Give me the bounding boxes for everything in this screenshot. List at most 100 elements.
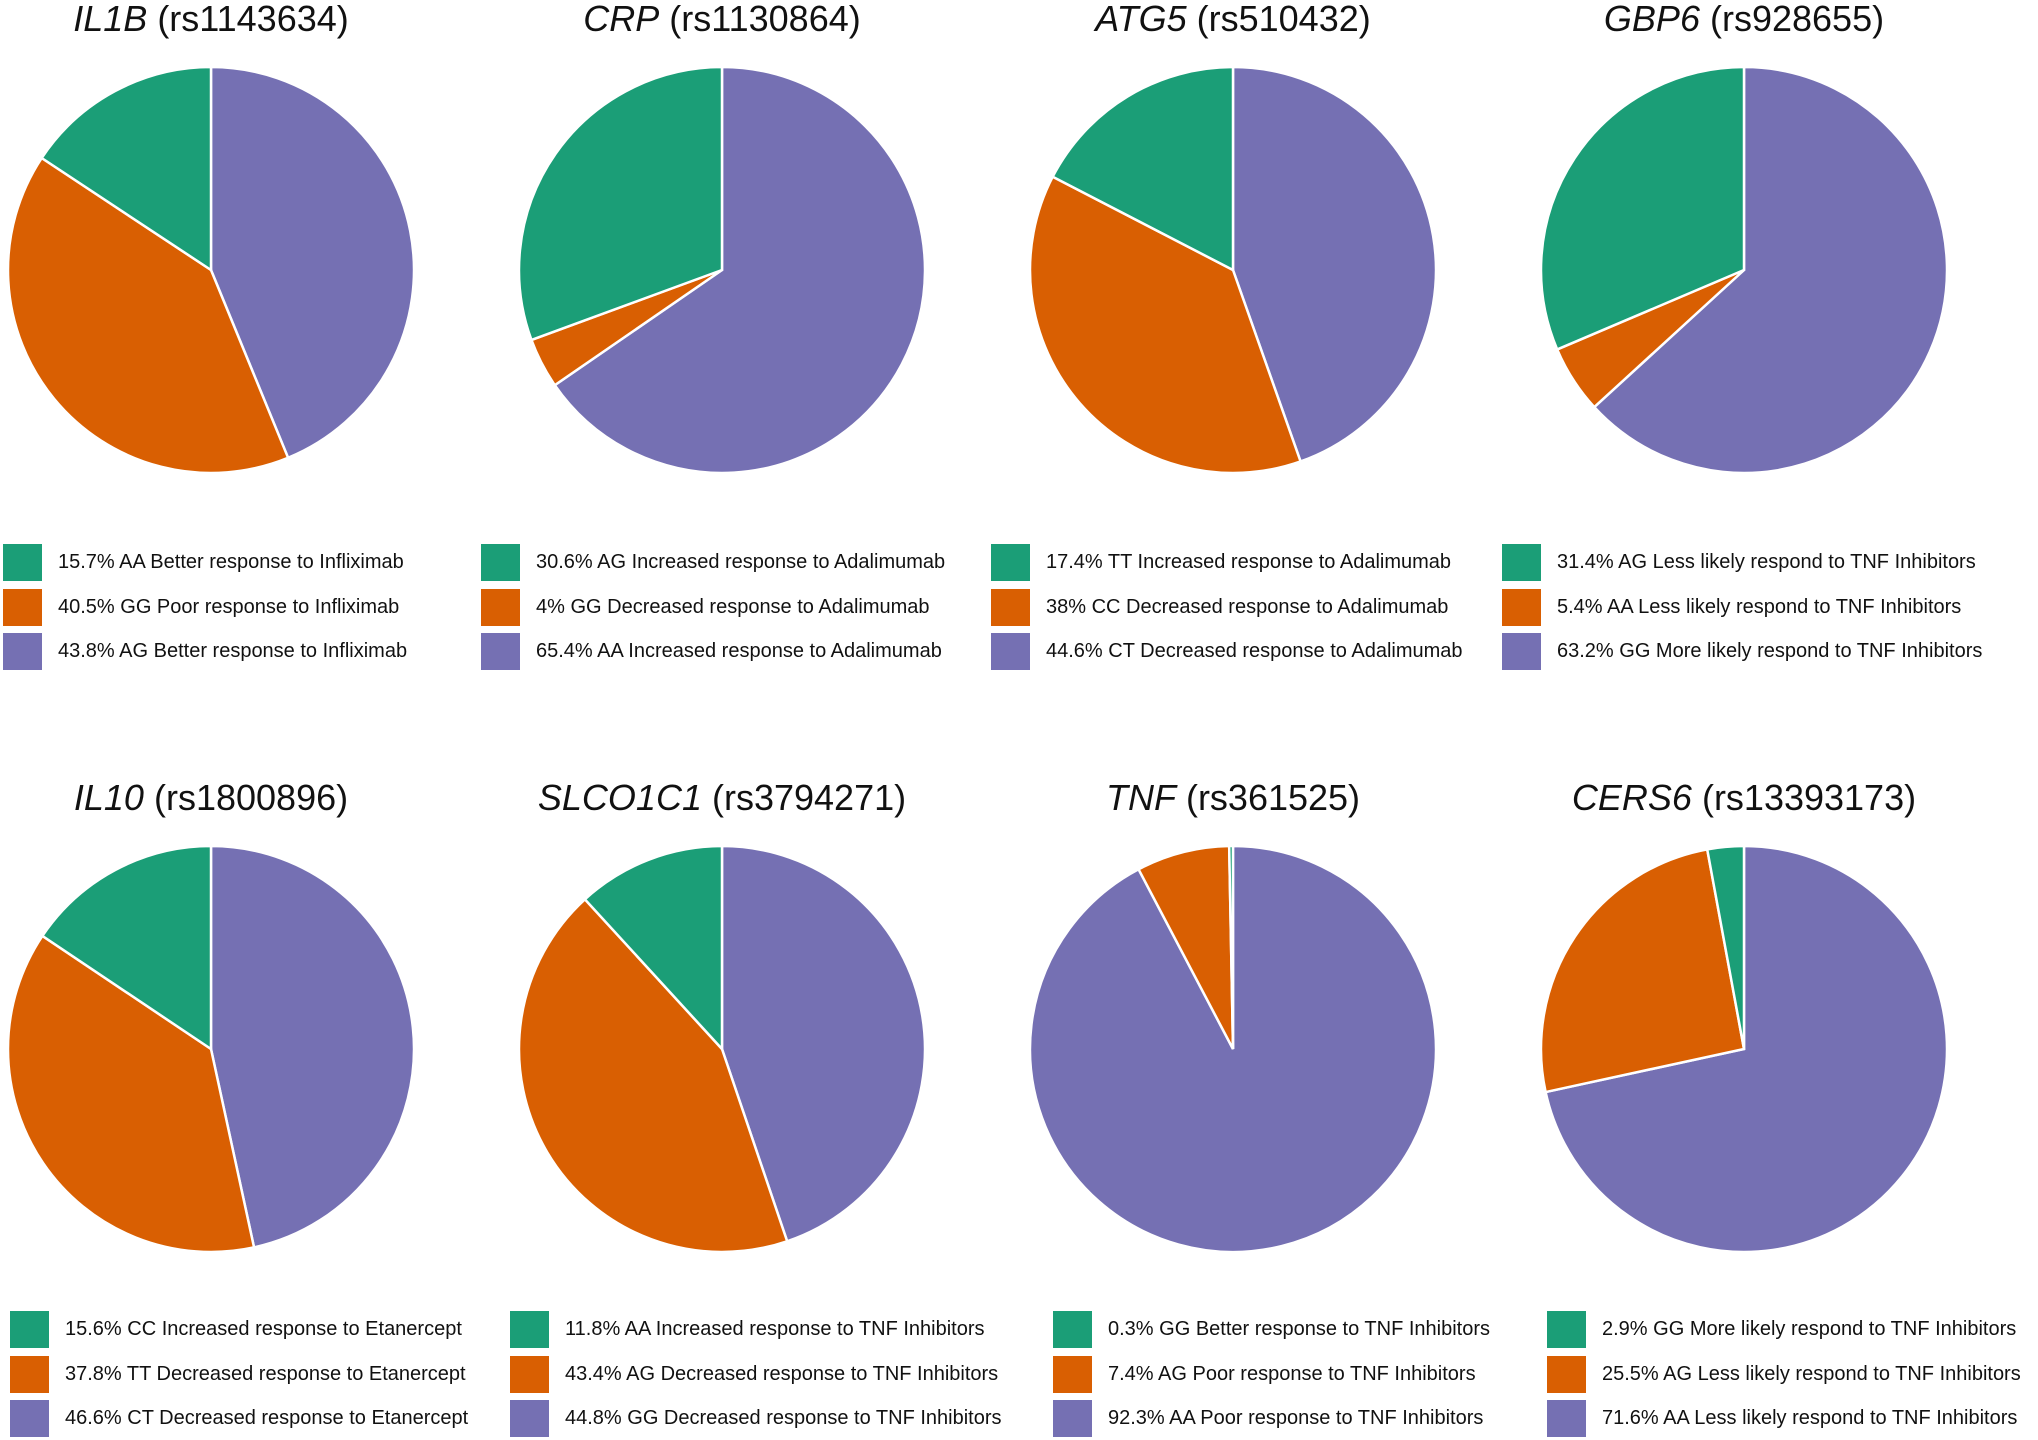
legend-swatch bbox=[991, 633, 1030, 670]
legend-label: 15.7% AA Better response to Infliximab bbox=[58, 551, 404, 573]
pie-slice bbox=[6, 934, 256, 1254]
pie-slice bbox=[1592, 65, 1949, 475]
snp-id: (rs1143634) bbox=[157, 0, 349, 39]
legend-item: 44.8% GG Decreased response to TNF Inhib… bbox=[510, 1400, 1002, 1437]
legend-label: 43.4% AG Decreased response to TNF Inhib… bbox=[565, 1362, 999, 1385]
pie-slice bbox=[583, 844, 724, 1053]
legend-swatch bbox=[991, 544, 1030, 581]
legend-item: 92.3% AA Poor response to TNF Inhibitors bbox=[1053, 1400, 1483, 1437]
legend-item: 31.4% AG Less likely respond to TNF Inhi… bbox=[1502, 544, 1976, 581]
legend-label: 0.3% GG Better response to TNF Inhibitor… bbox=[1108, 1318, 1491, 1340]
legend-item: 65.4% AA Increased response to Adalimuma… bbox=[481, 633, 942, 670]
snp-id: (rs1800896) bbox=[153, 777, 349, 818]
pie-slice bbox=[1051, 65, 1235, 273]
legend-label: 11.8% AA Increased response to TNF Inhib… bbox=[565, 1318, 985, 1340]
pie-slice bbox=[1227, 844, 1235, 1050]
legend-swatch bbox=[1053, 1400, 1092, 1437]
pie-panel-atg5: ATG5 (rs510432) 17.4% TT Increased respon… bbox=[0, 0, 1463, 720]
legend-label: 31.4% AG Less likely respond to TNF Inhi… bbox=[1557, 551, 1976, 573]
chart-title: CERS6 (rs13393173) bbox=[1533, 777, 1955, 819]
legend-label: 4% GG Decreased response to Adalimumab bbox=[536, 595, 930, 618]
pie-slice bbox=[1544, 844, 1949, 1254]
legend-label: 65.4% AA Increased response to Adalimuma… bbox=[536, 640, 942, 662]
legend-swatch bbox=[510, 1400, 549, 1437]
legend-item: 63.2% GG More likely respond to TNF Inhi… bbox=[1502, 633, 1982, 670]
pie-slice bbox=[6, 156, 290, 475]
pie-slice bbox=[720, 844, 927, 1243]
legend-label: 5.4% AA Less likely respond to TNF Inhib… bbox=[1557, 595, 1962, 618]
chart-title: IL1B (rs1143634) bbox=[0, 0, 422, 40]
legend-swatch bbox=[1053, 1311, 1092, 1348]
legend-swatch bbox=[1547, 1311, 1586, 1348]
pie-panel-il1b: IL1B (rs1143634) 15.7% AA Better response… bbox=[0, 0, 510, 720]
legend-label: 25.5% AG Less likely respond to TNF Inhi… bbox=[1602, 1362, 2021, 1385]
legend-swatch bbox=[1502, 544, 1541, 581]
pie-panel-crp: CRP (rs1130864) 30.6% AG Increased respon… bbox=[0, 0, 945, 720]
pie-slice bbox=[40, 844, 213, 1052]
legend-item: 37.8% TT Decreased response to Etanercep… bbox=[10, 1355, 466, 1393]
gene-name: TNF bbox=[1105, 777, 1176, 818]
legend-item: 30.6% AG Increased response to Adalimuma… bbox=[481, 544, 945, 581]
snp-id: (rs1130864) bbox=[669, 0, 861, 39]
legend-swatch bbox=[1053, 1355, 1092, 1393]
legend-item: 0.3% GG Better response to TNF Inhibitor… bbox=[1053, 1311, 1490, 1348]
pie-chart bbox=[6, 65, 416, 475]
legend-swatch bbox=[3, 544, 42, 581]
pie-panel-slco1c1: SLCO1C1 (rs3794271) 11.8% AA Increased re… bbox=[0, 0, 1002, 1437]
legend-swatch bbox=[481, 633, 520, 670]
pie-slice bbox=[517, 897, 789, 1254]
legend-swatch bbox=[10, 1311, 49, 1348]
legend-item: 71.6% AA Less likely respond to TNF Inhi… bbox=[1547, 1400, 2017, 1437]
pie-chart bbox=[517, 65, 927, 475]
pie-slice bbox=[1028, 175, 1303, 475]
pie-panel-gbp6: GBP6 (rs928655) 31.4% AG Less likely resp… bbox=[0, 0, 1982, 720]
legend-item: 11.8% AA Increased response to TNF Inhib… bbox=[510, 1311, 985, 1348]
legend-label: 63.2% GG More likely respond to TNF Inhi… bbox=[1557, 640, 1983, 662]
chart-title: CRP (rs1130864) bbox=[511, 0, 933, 40]
pie-slice bbox=[1231, 65, 1438, 464]
legend-swatch bbox=[3, 588, 42, 626]
snp-id: (rs510432) bbox=[1196, 0, 1371, 39]
legend-swatch bbox=[1547, 1355, 1586, 1393]
legend-swatch bbox=[10, 1400, 49, 1437]
legend-swatch bbox=[10, 1355, 49, 1393]
gene-name: CERS6 bbox=[1571, 777, 1692, 818]
legend-item: 44.6% CT Decreased response to Adalimuma… bbox=[991, 633, 1463, 670]
gene-name: IL10 bbox=[73, 777, 144, 818]
legend-label: 38% CC Decreased response to Adalimumab bbox=[1046, 595, 1449, 618]
pie-chart bbox=[6, 844, 416, 1254]
chart-title: ATG5 (rs510432) bbox=[1022, 0, 1444, 40]
legend-item: 5.4% AA Less likely respond to TNF Inhib… bbox=[1502, 588, 1962, 626]
pie-chart bbox=[517, 844, 927, 1254]
pie-slice bbox=[1539, 65, 1746, 352]
legend-label: 44.8% GG Decreased response to TNF Inhib… bbox=[565, 1407, 1002, 1429]
pie-slice bbox=[1539, 847, 1746, 1094]
legend-item: 38% CC Decreased response to Adalimumab bbox=[991, 588, 1449, 626]
legend-label: 46.6% CT Decreased response to Etanercep… bbox=[65, 1407, 469, 1429]
legend-label: 30.6% AG Increased response to Adalimuma… bbox=[536, 551, 946, 573]
legend-label: 7.4% AG Poor response to TNF Inhibitors bbox=[1108, 1362, 1476, 1385]
legend-item: 2.9% GG More likely respond to TNF Inhib… bbox=[1547, 1311, 2016, 1348]
legend-item: 17.4% TT Increased response to Adalimuma… bbox=[991, 544, 1451, 581]
gene-name: IL1B bbox=[73, 0, 148, 39]
legend-item: 40.5% GG Poor response to Infliximab bbox=[3, 588, 400, 626]
gene-name: GBP6 bbox=[1603, 0, 1700, 39]
pie-chart bbox=[1539, 844, 1949, 1254]
legend-swatch bbox=[1547, 1400, 1586, 1437]
pie-panel-tnf: TNF (rs361525) 0.3% GG Better response to… bbox=[0, 0, 1490, 1437]
legend-label: 40.5% GG Poor response to Infliximab bbox=[58, 595, 400, 618]
legend-swatch bbox=[3, 633, 42, 670]
snp-id: (rs361525) bbox=[1185, 777, 1361, 818]
legend-item: 46.6% CT Decreased response to Etanercep… bbox=[10, 1400, 468, 1437]
legend-swatch bbox=[991, 588, 1030, 626]
legend-item: 15.7% AA Better response to Infliximab bbox=[3, 544, 404, 581]
legend-label: 44.6% CT Decreased response to Adalimuma… bbox=[1046, 640, 1463, 662]
gene-name: ATG5 bbox=[1095, 0, 1187, 39]
legend-swatch bbox=[1502, 588, 1541, 626]
legend-swatch bbox=[481, 588, 520, 626]
pie-chart bbox=[1028, 844, 1438, 1254]
legend-item: 25.5% AG Less likely respond to TNF Inhi… bbox=[1547, 1355, 2021, 1393]
pie-slice bbox=[1705, 844, 1746, 1050]
legend-swatch bbox=[510, 1311, 549, 1348]
